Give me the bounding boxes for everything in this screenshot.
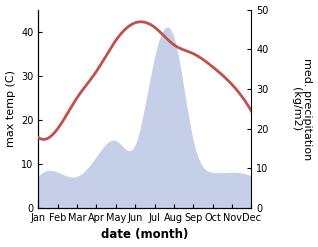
X-axis label: date (month): date (month) [101,228,189,242]
Y-axis label: max temp (C): max temp (C) [5,70,16,147]
Y-axis label: med. precipitation
(kg/m2): med. precipitation (kg/m2) [291,58,313,160]
